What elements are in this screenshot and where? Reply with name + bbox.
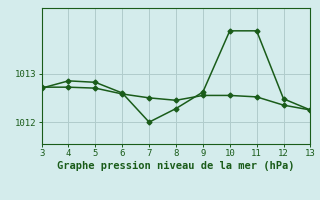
X-axis label: Graphe pression niveau de la mer (hPa): Graphe pression niveau de la mer (hPa)	[57, 161, 295, 171]
